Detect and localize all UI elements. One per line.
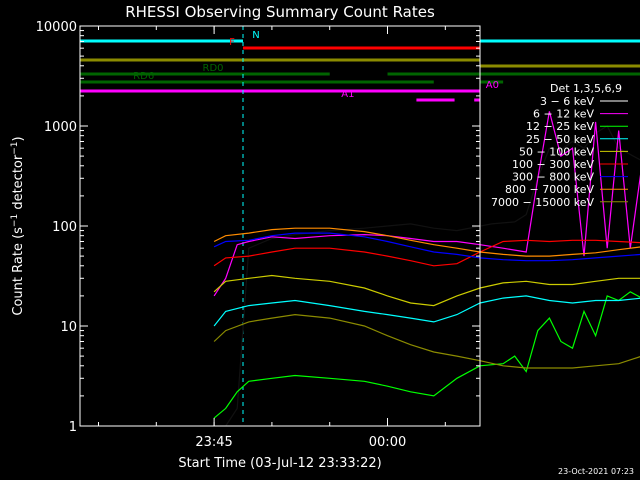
y-tick-label: 1 bbox=[69, 420, 77, 435]
series-line-0 bbox=[225, 125, 640, 427]
legend-label: 7000 − 15000 keV bbox=[491, 196, 594, 209]
legend-label: 25 − 50 keV bbox=[526, 133, 594, 146]
flag-label: RD6 bbox=[133, 71, 154, 82]
series-line-2 bbox=[213, 291, 640, 419]
timestamp: 23-Oct-2021 07:23 bbox=[558, 467, 634, 476]
y-tick-label: 1000 bbox=[44, 120, 77, 135]
y-axis: 1 10 100 1000 10000 bbox=[36, 20, 480, 435]
flag-label: N bbox=[252, 30, 259, 41]
y-tick-label: 100 bbox=[52, 220, 77, 235]
flag-label: A0 bbox=[486, 80, 499, 91]
x-tick-label: 00:00 bbox=[369, 435, 406, 450]
flag-label: F bbox=[229, 37, 235, 48]
legend-label: 6 − 12 keV bbox=[533, 108, 594, 121]
legend-label: 50 − 100 keV bbox=[519, 145, 594, 158]
flags-layer: NFFD3FD4RD0RD6A0A1 bbox=[80, 26, 640, 426]
y-axis-label: Count Rate (s−1 detector−1) bbox=[10, 136, 26, 315]
x-axis-label: Start Time (03-Jul-12 23:33:22) bbox=[178, 456, 381, 471]
y-tick-label: 10000 bbox=[36, 20, 77, 35]
chart-title: RHESSI Observing Summary Count Rates bbox=[125, 3, 435, 21]
legend-label: 12 − 25 keV bbox=[526, 120, 594, 133]
series-line-8 bbox=[213, 313, 640, 369]
flag-label: A1 bbox=[341, 89, 354, 100]
legend-label: 3 − 6 keV bbox=[540, 95, 594, 108]
legend-label: 800 − 7000 keV bbox=[505, 183, 594, 196]
x-tick-label: 23:45 bbox=[195, 435, 232, 450]
flag-label: RD0 bbox=[203, 63, 224, 74]
series-line-6 bbox=[213, 232, 640, 262]
series-line-5 bbox=[213, 239, 640, 267]
x-axis: 23:45 00:00 bbox=[97, 26, 446, 450]
series-layer bbox=[213, 111, 640, 427]
series-line-4 bbox=[213, 274, 640, 307]
legend-label: 100 − 300 keV bbox=[512, 158, 594, 171]
series-line-7 bbox=[213, 227, 640, 257]
legend-title: Det 1,3,5,6,9 bbox=[550, 82, 622, 95]
legend-label: 300 − 800 keV bbox=[512, 171, 594, 184]
series-line-3 bbox=[213, 295, 640, 327]
y-tick-label: 10 bbox=[60, 320, 77, 335]
series-line-1 bbox=[213, 111, 640, 297]
